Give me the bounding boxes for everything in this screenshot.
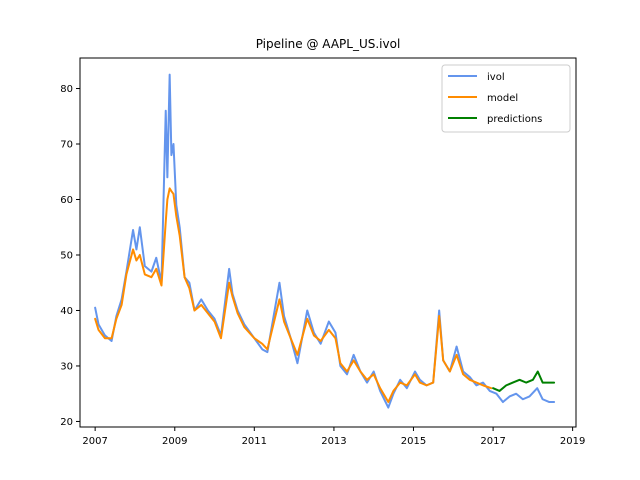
axes-frame [79, 57, 577, 428]
chart-title: Pipeline @ AAPL_US.ivol [256, 37, 401, 51]
y-tick-label: 80 [60, 84, 73, 95]
y-tick-label: 30 [60, 361, 73, 372]
y-tick-label: 50 [60, 250, 73, 261]
plot-area [94, 73, 556, 409]
legend-label-model: model [487, 93, 518, 104]
series-line-model [94, 187, 493, 404]
legend: ivol model predictions [441, 64, 571, 133]
x-tick-label: 2015 [401, 436, 426, 447]
y-axis: 20 30 40 50 60 70 80 [60, 84, 80, 428]
x-tick-label: 2017 [480, 436, 505, 447]
x-tick-label: 2013 [321, 436, 346, 447]
y-tick-label: 40 [60, 306, 73, 317]
y-tick-label: 70 [60, 140, 73, 151]
y-tick-label: 20 [60, 417, 73, 428]
x-tick-label: 2007 [82, 436, 107, 447]
series-line-predictions [492, 370, 556, 392]
x-tick-label: 2009 [162, 436, 187, 447]
x-tick-label: 2011 [242, 436, 267, 447]
legend-box [441, 64, 571, 133]
legend-label-ivol: ivol [487, 72, 505, 83]
x-tick-label: 2019 [560, 436, 585, 447]
y-tick-label: 60 [60, 195, 73, 206]
legend-label-predictions: predictions [487, 114, 542, 125]
x-axis: 2007 2009 2011 2013 2015 2017 2019 [82, 427, 585, 447]
